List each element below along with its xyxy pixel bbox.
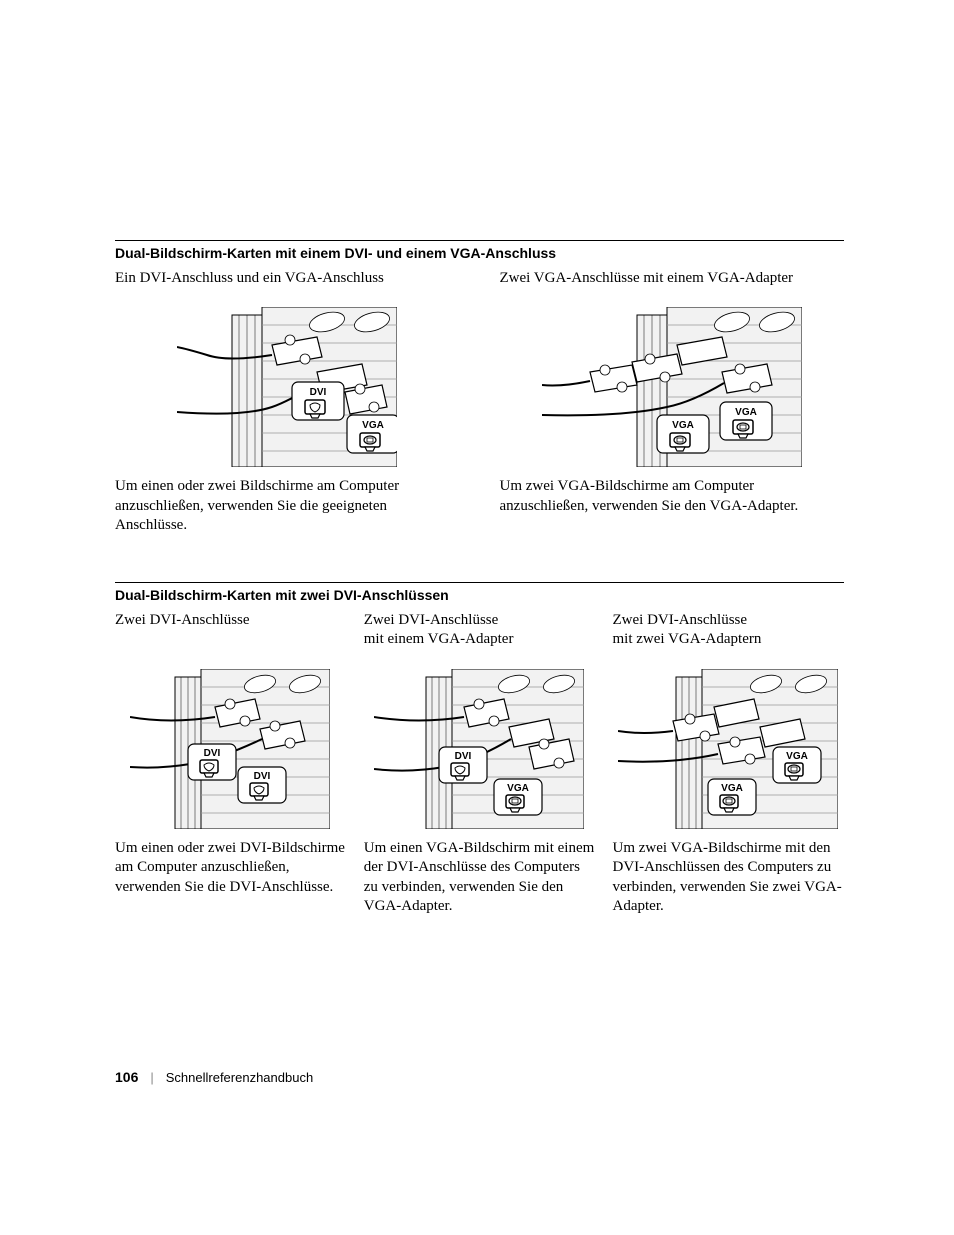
page-footer: 106 | Schnellreferenzhandbuch (115, 1069, 313, 1085)
port-label-a: DVI (204, 748, 221, 759)
port-label-a: DVI (455, 751, 472, 762)
connector-diagram-icon: DVI DVI (130, 669, 330, 829)
s1c2-subheading: Zwei VGA-Anschlüsse mit einem VGA-Adapte… (500, 269, 845, 289)
s2c1-figure: DVI DVI (115, 669, 346, 829)
s1c2-desc: Um zwei VGA-Bildschirme am Computer anzu… (500, 477, 845, 516)
s2c1-desc: Um einen oder zwei DVI-Bildschirme am Co… (115, 839, 346, 898)
footer-title: Schnellreferenzhandbuch (166, 1070, 313, 1085)
port-label-a: VGA (672, 420, 694, 431)
connector-diagram-icon: DVI VGA (374, 669, 584, 829)
s2c2-subheading: Zwei DVI-Anschlüsse mit einem VGA-Adapte… (364, 611, 595, 651)
s1-col-1: Ein DVI-Anschluss und ein VGA-Anschluss (115, 269, 480, 536)
connector-diagram-icon: VGA VGA (542, 307, 802, 467)
s1-col-2: Zwei VGA-Anschlüsse mit einem VGA-Adapte… (480, 269, 845, 536)
s1c1-figure: DVI VGA (115, 307, 460, 467)
port-label-b: VGA (507, 783, 529, 794)
port-label-b: VGA (735, 407, 757, 418)
section-1-row: Ein DVI-Anschluss und ein VGA-Anschluss (115, 269, 844, 536)
s2-col-3: Zwei DVI-Anschlüsse mit zwei VGA-Adapter… (601, 611, 844, 917)
connector-diagram-icon: DVI VGA (177, 307, 397, 467)
s1c1-subheading: Ein DVI-Anschluss und ein VGA-Anschluss (115, 269, 460, 289)
port-label-b: DVI (254, 771, 271, 782)
port-label-b: VGA (362, 420, 384, 431)
footer-separator: | (150, 1070, 153, 1085)
s2c3-desc: Um zwei VGA-Bildschirme mit den DVI-Ansc… (613, 839, 844, 917)
s2c3-figure: VGA VGA (613, 669, 844, 829)
section-2-row: Zwei DVI-Anschlüsse (115, 611, 844, 917)
section-heading-1: Dual-Bildschirm-Karten mit einem DVI- un… (115, 240, 844, 261)
port-label-b: VGA (786, 751, 808, 762)
s2c1-subheading: Zwei DVI-Anschlüsse (115, 611, 346, 651)
port-label-a: DVI (310, 387, 327, 398)
section-heading-2: Dual-Bildschirm-Karten mit zwei DVI-Ansc… (115, 582, 844, 603)
s1c2-figure: VGA VGA (500, 307, 845, 467)
page-number: 106 (115, 1069, 138, 1085)
s1c1-desc: Um einen oder zwei Bildschirme am Comput… (115, 477, 460, 536)
s2c2-figure: DVI VGA (364, 669, 595, 829)
s2-col-2: Zwei DVI-Anschlüsse mit einem VGA-Adapte… (358, 611, 601, 917)
port-label-a: VGA (721, 783, 743, 794)
s2c2-desc: Um einen VGA-Bildschirm mit einem der DV… (364, 839, 595, 917)
s2-col-1: Zwei DVI-Anschlüsse (115, 611, 358, 917)
s2c3-subheading: Zwei DVI-Anschlüsse mit zwei VGA-Adapter… (613, 611, 844, 651)
connector-diagram-icon: VGA VGA (618, 669, 838, 829)
